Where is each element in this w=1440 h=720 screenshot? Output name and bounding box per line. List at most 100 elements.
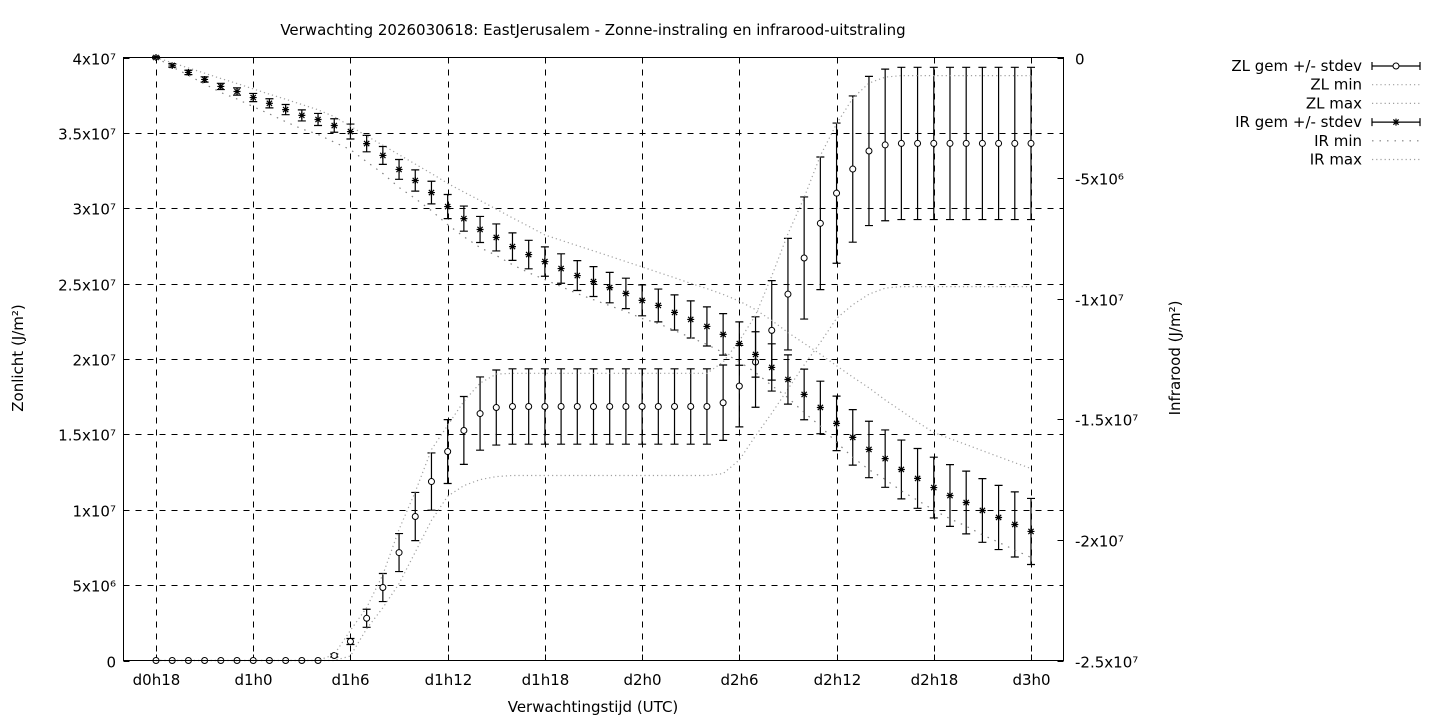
y-tick-label: 2x10⁷ <box>72 352 116 370</box>
data-point <box>590 402 597 410</box>
data-point <box>411 177 419 185</box>
data-point <box>735 340 743 348</box>
data-point <box>573 272 581 280</box>
data-point <box>217 82 225 90</box>
series-zl-gem-stdev <box>152 66 1035 664</box>
x-tick-label: d2h18 <box>911 671 959 689</box>
series-line <box>155 56 1032 559</box>
data-point <box>557 265 565 273</box>
data-point <box>962 139 970 147</box>
data-point <box>816 219 824 227</box>
data-point <box>460 426 468 434</box>
chart-title: Verwachting 2026030618: EastJerusalem - … <box>280 21 905 39</box>
data-point <box>752 350 760 358</box>
data-point <box>816 403 824 411</box>
data-point <box>881 455 889 463</box>
data-point <box>638 402 646 410</box>
data-point <box>330 652 338 660</box>
data-point <box>298 111 306 119</box>
data-point <box>914 474 922 482</box>
legend-label: IR min <box>1314 132 1362 150</box>
data-point <box>881 141 889 149</box>
data-point <box>427 478 435 486</box>
data-point <box>346 638 354 646</box>
data-point <box>525 251 533 259</box>
data-point <box>363 140 371 148</box>
x-tick-label: d2h6 <box>720 671 758 689</box>
data-point <box>201 75 209 83</box>
axes: d0h18 d1h0 d1h6 d1h12 d1h18 d2h0 d2h6 d2h12 d2h1… <box>58 51 1138 690</box>
data-point <box>719 330 727 338</box>
data-point <box>346 128 354 136</box>
x-tick-label: d1h6 <box>331 671 369 689</box>
data-point <box>833 189 841 197</box>
data-point <box>184 68 192 76</box>
data-point <box>671 308 679 316</box>
data-point <box>638 296 646 304</box>
data-point <box>379 584 387 592</box>
data-point <box>249 94 257 102</box>
data-point <box>930 484 938 492</box>
data-point <box>541 258 549 266</box>
data-point <box>800 254 808 262</box>
data-point <box>1011 139 1019 147</box>
data-point <box>476 225 484 233</box>
data-point <box>492 404 500 412</box>
legend-label: ZL max <box>1306 94 1362 112</box>
data-point <box>1027 527 1035 535</box>
data-point <box>622 289 630 297</box>
data-point <box>492 233 500 241</box>
data-point <box>444 448 452 456</box>
data-point <box>995 139 1003 147</box>
data-point <box>411 513 419 521</box>
series-line <box>156 286 1031 662</box>
x-tick-label: d1h0 <box>234 671 272 689</box>
x-axis-label: Verwachtingstijd (UTC) <box>508 698 679 716</box>
data-point <box>784 376 792 384</box>
data-point <box>1027 139 1035 147</box>
series-ir-max <box>155 56 1032 470</box>
series-layer <box>152 54 1035 664</box>
series-ir-gem-stdev <box>152 54 1035 566</box>
data-point <box>735 382 743 390</box>
y-tick-label: 3.5x10⁷ <box>58 126 116 144</box>
data-point <box>719 399 727 407</box>
data-point <box>508 243 516 251</box>
data-point <box>865 445 873 453</box>
data-point <box>476 410 484 418</box>
y2-tick-label: -1.5x10⁷ <box>1075 412 1138 430</box>
data-point <box>1011 520 1019 528</box>
y2-tick-label: 0 <box>1075 51 1085 69</box>
x-tick-label: d2h0 <box>623 671 661 689</box>
y-tick-label: 3x10⁷ <box>72 201 116 219</box>
y-tick-label: 1x10⁷ <box>72 503 116 521</box>
data-point <box>703 402 711 410</box>
data-point <box>427 189 435 197</box>
data-point <box>444 203 452 211</box>
data-point <box>557 402 565 410</box>
legend-label: IR gem +/- stdev <box>1235 113 1362 131</box>
data-point <box>282 106 290 114</box>
data-point <box>768 363 776 371</box>
x-tick-label: d1h18 <box>522 671 570 689</box>
y2-tick-label: -2.5x10⁷ <box>1075 654 1138 672</box>
data-point <box>671 402 679 410</box>
data-point <box>897 139 905 147</box>
x-tick-label: d3h0 <box>1012 671 1050 689</box>
x-tick-label: d1h12 <box>425 671 473 689</box>
data-point <box>995 513 1003 521</box>
data-point <box>703 322 711 330</box>
data-point <box>800 390 808 398</box>
y-tick-label: 1.5x10⁷ <box>58 427 116 445</box>
series-line <box>155 56 1032 470</box>
data-point <box>395 549 403 557</box>
data-point <box>784 290 792 298</box>
legend-marker <box>1392 118 1400 126</box>
data-point <box>946 139 954 147</box>
data-point <box>654 301 662 309</box>
data-point <box>314 115 322 123</box>
data-point <box>687 402 695 410</box>
data-point <box>590 278 597 286</box>
